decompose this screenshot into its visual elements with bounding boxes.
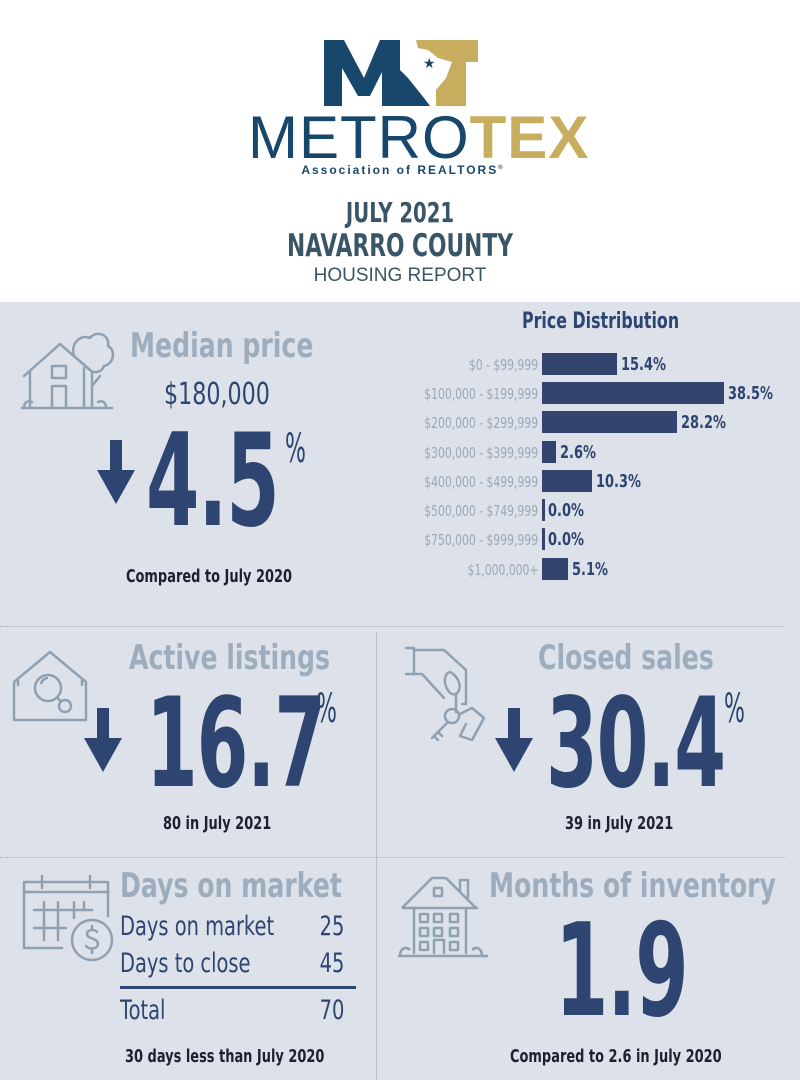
divider-horizontal-1: [0, 626, 786, 627]
price-bar-row: $750,000 - $999,999 0.0%: [380, 528, 800, 550]
metrotex-wordmark: METROTEX: [248, 108, 588, 168]
down-arrow-icon: [495, 708, 533, 772]
apartment-building-icon: [398, 876, 488, 958]
wordmark-metro: METRO: [248, 104, 470, 171]
report-county: NAVARRO COUNTY: [287, 228, 513, 264]
months-of-inventory-note: Compared to 2.6 in July 2020: [510, 1046, 722, 1067]
price-bar-row: $100,000 - $199,999 38.5%: [380, 382, 800, 404]
median-price-change: 4.5: [146, 407, 280, 556]
price-bar-value: 2.6%: [560, 442, 596, 463]
active-listings-percent-sign: %: [316, 686, 337, 732]
hand-with-keys-icon: [404, 646, 486, 742]
median-price-value: $180,000: [164, 377, 270, 412]
down-arrow-icon: [84, 708, 122, 772]
price-bar-value: 0.0%: [548, 529, 584, 550]
closed-sales-note: 39 in July 2021: [565, 813, 674, 834]
active-listings-title: Active listings: [129, 638, 331, 678]
price-bar: [542, 470, 592, 492]
price-bar-value: 28.2%: [681, 412, 726, 433]
active-listings-note: 80 in July 2021: [163, 813, 272, 834]
down-arrow-icon: [97, 440, 135, 504]
price-bar-label: $200,000 - $299,999: [424, 414, 538, 432]
dom-total-label: Total: [120, 995, 166, 1026]
dom-row-label: Days to close: [120, 948, 251, 979]
dom-total-rule: [120, 986, 356, 989]
dom-total-value: 70: [319, 995, 344, 1026]
price-bar-row: $200,000 - $299,999 28.2%: [380, 411, 800, 433]
report-month: JULY 2021: [345, 196, 455, 229]
price-bar-row: $0 - $99,999 15.4%: [380, 353, 800, 375]
price-bar-label: $100,000 - $199,999: [424, 385, 538, 403]
registered-mark: ®: [498, 165, 505, 171]
price-bar-value: 0.0%: [548, 500, 584, 521]
metrotex-logo-mark-icon: ★: [324, 40, 480, 106]
price-bar-value: 38.5%: [728, 383, 773, 404]
price-bar: [542, 499, 545, 521]
dom-row-total: Total 70: [120, 995, 344, 1027]
price-bar: [542, 382, 724, 404]
divider-vertical: [376, 632, 377, 1080]
price-bar-label: $500,000 - $749,999: [424, 502, 538, 520]
price-bar-value: 10.3%: [596, 471, 641, 492]
logo-subtitle-text: Association of REALTORS: [301, 163, 499, 177]
report-header: ★ METROTEX Association of REALTORS® JULY…: [0, 0, 800, 302]
divider-horizontal-2: [0, 857, 786, 858]
months-of-inventory-value: 1.9: [555, 897, 689, 1046]
logo-subtitle: Association of REALTORS®: [248, 163, 558, 177]
price-bar: [542, 528, 545, 550]
price-bar-label: $300,000 - $399,999: [424, 444, 538, 462]
calendar-dollar-icon: [22, 874, 114, 962]
house-search-icon: [12, 650, 88, 722]
price-bar-label: $750,000 - $999,999: [424, 531, 538, 549]
dom-row-label: Days on market: [120, 911, 275, 942]
price-bar: [542, 411, 677, 433]
price-bar-label: $400,000 - $499,999: [424, 473, 538, 491]
price-bar: [542, 558, 568, 580]
house-with-tree-icon: [20, 332, 115, 410]
report-type: HOUSING REPORT: [313, 265, 487, 286]
dom-row-value: 25: [319, 911, 344, 942]
median-price-note: Compared to July 2020: [126, 566, 293, 587]
price-bar-row: $500,000 - $749,999 0.0%: [380, 499, 800, 521]
months-of-inventory-title: Months of inventory: [489, 866, 776, 906]
dom-row-value: 45: [319, 948, 344, 979]
closed-sales-change: 30.4: [546, 672, 726, 816]
median-price-title: Median price: [130, 326, 314, 366]
price-bar-label: $0 - $99,999: [468, 356, 538, 374]
price-bar: [542, 353, 617, 375]
days-on-market-title: Days on market: [120, 866, 342, 906]
dom-row-days-on-market: Days on market 25: [120, 911, 344, 943]
price-bar-value: 15.4%: [621, 354, 666, 375]
active-listings-change: 16.7: [146, 672, 326, 816]
price-bar-row: $400,000 - $499,999 10.3%: [380, 470, 800, 492]
days-on-market-note: 30 days less than July 2020: [125, 1046, 325, 1067]
closed-sales-title: Closed sales: [538, 638, 714, 678]
price-bar-value: 5.1%: [572, 559, 608, 580]
price-bar: [542, 441, 556, 463]
dom-row-days-to-close: Days to close 45: [120, 948, 344, 980]
wordmark-tex: TEX: [469, 104, 590, 171]
price-bar-row: $300,000 - $399,999 2.6%: [380, 441, 800, 463]
price-distribution-title: Price Distribution: [522, 309, 680, 334]
price-bar-label: $1,000,000+: [467, 561, 538, 579]
closed-sales-percent-sign: %: [724, 686, 745, 732]
svg-text:★: ★: [423, 56, 436, 72]
price-bar-row: $1,000,000+ 5.1%: [380, 558, 800, 580]
median-price-percent-sign: %: [285, 426, 306, 472]
